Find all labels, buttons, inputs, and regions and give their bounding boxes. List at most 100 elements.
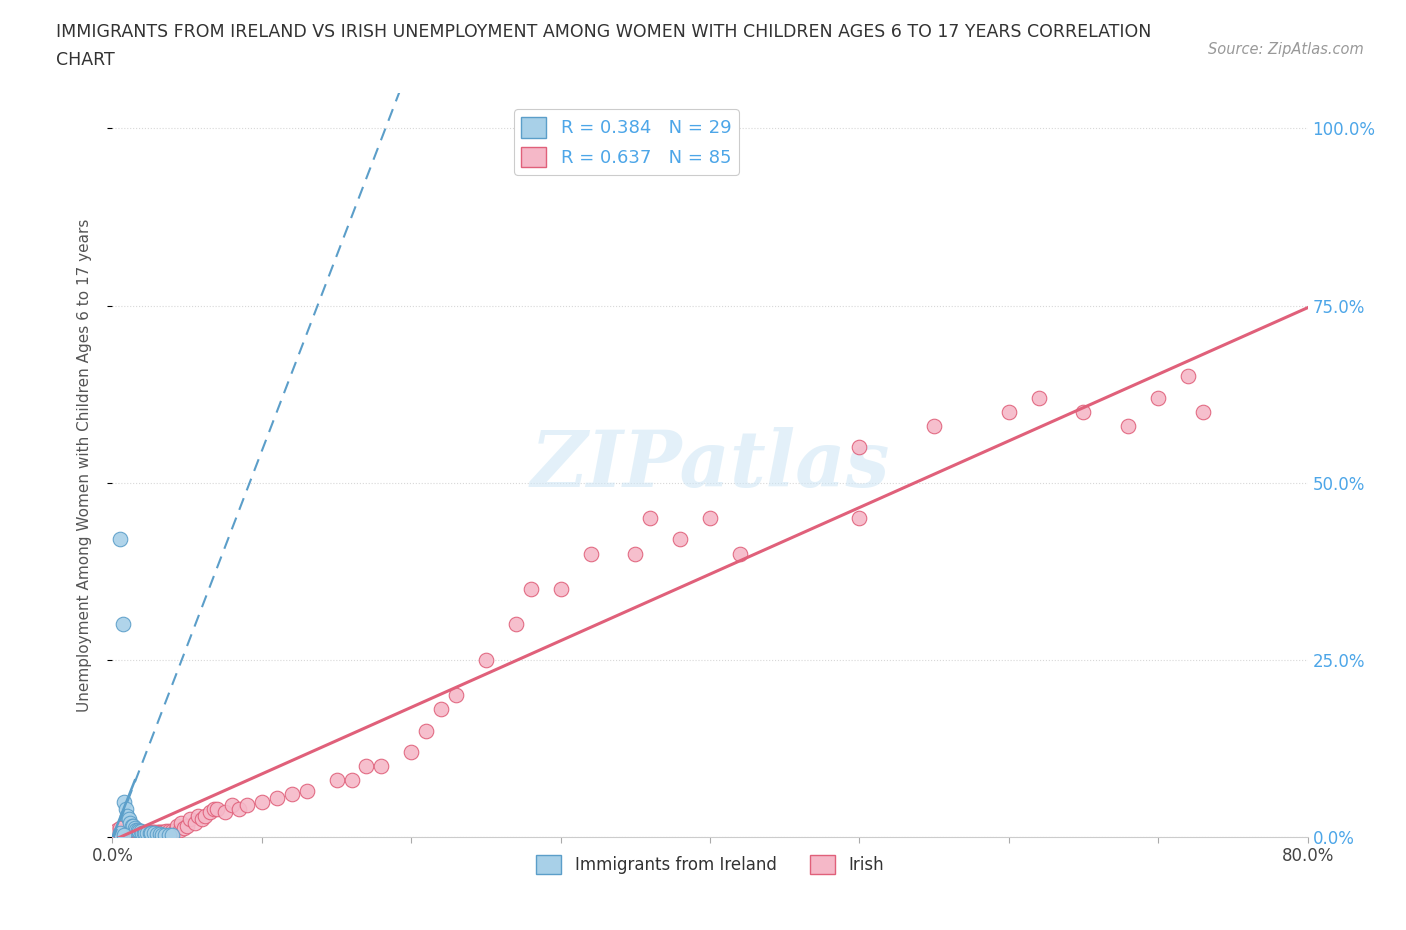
Point: [356, 759, 378, 774]
Point: [125, 822, 148, 837]
Point: [143, 826, 166, 841]
Point: [202, 802, 225, 817]
Point: [550, 581, 572, 596]
Point: [153, 828, 176, 843]
Point: [105, 822, 128, 837]
Point: [124, 825, 146, 840]
Point: [120, 826, 142, 841]
Point: [143, 825, 166, 840]
Point: [157, 824, 180, 839]
Point: [624, 546, 647, 561]
Point: [187, 808, 209, 823]
Point: [669, 532, 692, 547]
Point: [141, 825, 163, 840]
Point: [111, 617, 134, 631]
Point: [118, 812, 141, 827]
Point: [1147, 391, 1170, 405]
Point: [131, 825, 153, 840]
Point: [114, 794, 135, 809]
Point: [250, 794, 273, 809]
Point: [221, 798, 243, 813]
Point: [135, 826, 157, 841]
Point: [135, 825, 157, 840]
Point: [430, 702, 453, 717]
Point: [198, 804, 221, 819]
Y-axis label: Unemployment Among Women with Children Ages 6 to 17 years: Unemployment Among Women with Children A…: [77, 219, 91, 711]
Point: [146, 825, 169, 840]
Point: [108, 825, 131, 840]
Point: [281, 787, 304, 802]
Point: [520, 581, 543, 596]
Point: [134, 826, 156, 841]
Point: [325, 773, 347, 788]
Point: [127, 822, 149, 837]
Point: [129, 825, 152, 840]
Point: [1118, 418, 1140, 433]
Point: [191, 812, 214, 827]
Point: [340, 773, 363, 788]
Point: [108, 821, 131, 836]
Point: [183, 816, 205, 830]
Point: [214, 804, 236, 819]
Point: [173, 821, 195, 836]
Legend: Immigrants from Ireland, Irish: Immigrants from Ireland, Irish: [530, 848, 890, 881]
Point: [121, 819, 143, 834]
Point: [127, 826, 149, 841]
Point: [108, 532, 131, 547]
Point: [124, 821, 146, 836]
Point: [155, 824, 177, 839]
Point: [134, 825, 156, 840]
Point: [505, 617, 527, 631]
Point: [150, 828, 173, 843]
Point: [117, 826, 139, 841]
Text: ZIPatlas: ZIPatlas: [530, 427, 890, 503]
Point: [728, 546, 751, 561]
Point: [179, 812, 201, 827]
Point: [115, 826, 138, 841]
Point: [998, 405, 1021, 419]
Point: [114, 826, 135, 841]
Point: [401, 745, 423, 760]
Point: [114, 828, 135, 843]
Point: [108, 826, 131, 841]
Point: [162, 828, 183, 843]
Text: Source: ZipAtlas.com: Source: ZipAtlas.com: [1208, 42, 1364, 57]
Point: [444, 688, 467, 703]
Point: [162, 824, 183, 839]
Point: [129, 824, 152, 839]
Point: [148, 825, 170, 840]
Point: [149, 825, 172, 840]
Point: [266, 790, 288, 805]
Point: [848, 440, 870, 455]
Point: [128, 825, 150, 840]
Point: [848, 511, 870, 525]
Point: [125, 825, 148, 840]
Point: [120, 816, 142, 830]
Point: [1073, 405, 1095, 419]
Point: [205, 802, 228, 817]
Point: [415, 724, 437, 738]
Point: [132, 825, 155, 840]
Point: [169, 822, 191, 837]
Point: [122, 825, 145, 840]
Point: [131, 825, 153, 840]
Point: [640, 511, 662, 525]
Point: [194, 808, 217, 823]
Point: [166, 819, 188, 834]
Point: [1177, 369, 1199, 384]
Point: [105, 826, 128, 841]
Point: [132, 825, 155, 840]
Point: [1028, 391, 1050, 405]
Point: [579, 546, 602, 561]
Point: [475, 653, 498, 668]
Point: [165, 824, 187, 839]
Text: CHART: CHART: [56, 51, 115, 69]
Text: IMMIGRANTS FROM IRELAND VS IRISH UNEMPLOYMENT AMONG WOMEN WITH CHILDREN AGES 6 T: IMMIGRANTS FROM IRELAND VS IRISH UNEMPLO…: [56, 23, 1152, 41]
Point: [122, 819, 145, 834]
Point: [139, 825, 162, 840]
Point: [228, 802, 250, 817]
Point: [117, 808, 139, 823]
Point: [115, 802, 138, 817]
Point: [128, 824, 150, 839]
Point: [295, 783, 318, 798]
